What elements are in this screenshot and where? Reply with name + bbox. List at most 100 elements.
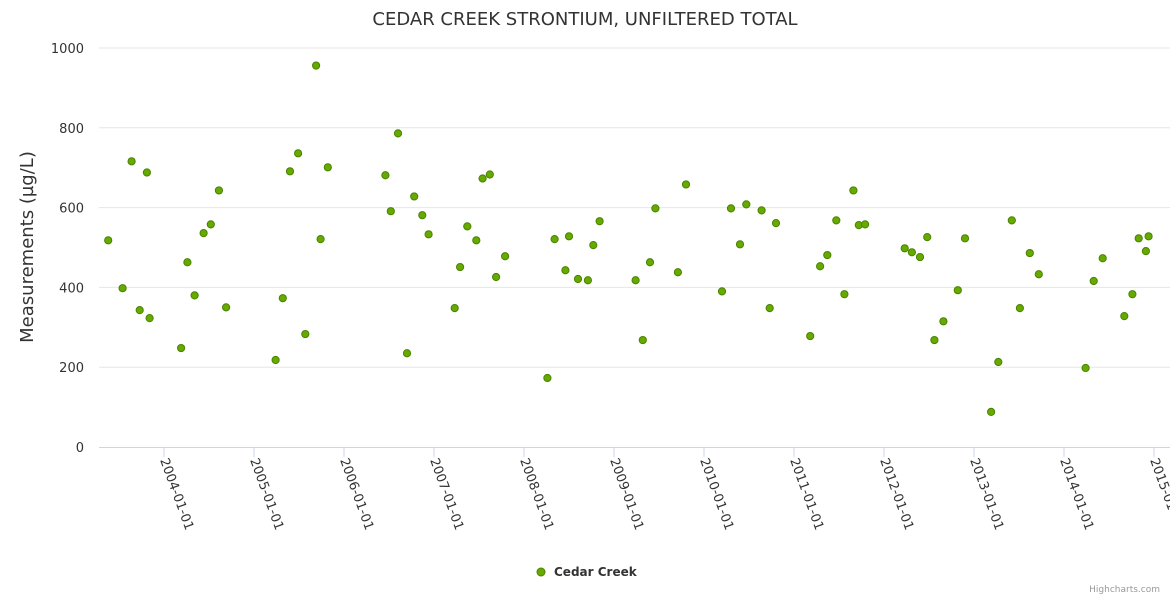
data-point[interactable] — [681, 180, 691, 189]
data-point[interactable] — [393, 129, 403, 138]
data-point[interactable] — [1098, 254, 1107, 263]
y-tick-label: 600 — [59, 202, 84, 217]
x-tick-label: 2012-01-01 — [876, 456, 916, 532]
data-point[interactable] — [939, 317, 948, 326]
data-point[interactable] — [381, 171, 390, 180]
data-point[interactable] — [771, 219, 781, 228]
data-point[interactable] — [953, 286, 962, 295]
data-point[interactable] — [816, 262, 825, 271]
data-point[interactable] — [142, 168, 151, 177]
data-point[interactable] — [987, 407, 996, 416]
data-point[interactable] — [312, 61, 321, 70]
data-point[interactable] — [1089, 276, 1098, 286]
data-point[interactable] — [271, 355, 280, 365]
data-point[interactable] — [960, 234, 970, 243]
data-point[interactable] — [410, 192, 419, 201]
data-point[interactable] — [1141, 246, 1151, 256]
data-point[interactable] — [561, 266, 570, 275]
data-point[interactable] — [994, 357, 1003, 367]
data-point[interactable] — [135, 306, 144, 315]
data-point[interactable] — [595, 217, 604, 226]
data-point[interactable] — [222, 303, 231, 312]
y-tick-label: 200 — [59, 361, 84, 376]
data-point[interactable] — [177, 343, 186, 353]
data-point[interactable] — [651, 204, 660, 213]
data-point[interactable] — [206, 220, 215, 229]
data-point[interactable] — [543, 373, 552, 383]
data-point[interactable] — [1144, 232, 1153, 241]
x-tick-label: 2008-01-01 — [516, 456, 556, 532]
data-point[interactable] — [386, 207, 395, 216]
data-point[interactable] — [1120, 312, 1129, 321]
data-point[interactable] — [402, 349, 412, 358]
data-point[interactable] — [127, 157, 136, 166]
data-point[interactable] — [418, 211, 427, 220]
data-point[interactable] — [673, 268, 683, 277]
data-point[interactable] — [199, 229, 208, 238]
data-point[interactable] — [631, 276, 640, 285]
data-point[interactable] — [190, 291, 199, 300]
data-point[interactable] — [742, 200, 751, 209]
data-point[interactable] — [726, 204, 736, 213]
data-point[interactable] — [823, 250, 832, 260]
data-point[interactable] — [285, 167, 295, 176]
data-point[interactable] — [806, 331, 815, 341]
data-point[interactable] — [323, 163, 332, 172]
data-point[interactable] — [316, 235, 325, 244]
data-point[interactable] — [589, 241, 598, 250]
data-point[interactable] — [145, 314, 154, 323]
data-point[interactable] — [861, 220, 870, 229]
data-point[interactable] — [907, 248, 917, 257]
data-point[interactable] — [923, 233, 932, 242]
data-point[interactable] — [765, 304, 774, 313]
legend[interactable]: Cedar Creek — [536, 565, 638, 579]
data-point[interactable] — [1134, 234, 1143, 243]
data-point[interactable] — [278, 294, 287, 303]
data-point[interactable] — [118, 284, 127, 293]
data-point[interactable] — [1015, 304, 1025, 313]
data-point[interactable] — [550, 235, 559, 244]
data-point[interactable] — [424, 230, 433, 239]
data-point[interactable] — [583, 276, 593, 285]
data-point[interactable] — [456, 262, 465, 272]
data-point[interactable] — [104, 236, 113, 245]
chart-title: CEDAR CREEK STRONTIUM, UNFILTERED TOTAL — [372, 9, 797, 30]
data-point[interactable] — [757, 206, 766, 215]
data-point[interactable] — [463, 222, 472, 231]
data-point[interactable] — [735, 240, 745, 249]
data-point[interactable] — [450, 304, 459, 313]
data-point[interactable] — [1025, 248, 1034, 258]
x-tick-label: 2015-01-01 — [1146, 456, 1170, 532]
data-point[interactable] — [717, 287, 727, 296]
data-point[interactable] — [840, 290, 849, 299]
data-point[interactable] — [849, 186, 858, 195]
data-point[interactable] — [1128, 290, 1137, 299]
data-point[interactable] — [1007, 216, 1016, 225]
data-point[interactable] — [301, 329, 310, 339]
data-point[interactable] — [1034, 270, 1043, 279]
credits-link[interactable]: Highcharts.com — [1089, 585, 1160, 595]
data-point[interactable] — [183, 258, 192, 267]
data-point[interactable] — [564, 232, 574, 241]
legend-item-cedar-creek[interactable]: Cedar Creek — [554, 565, 638, 579]
x-tick-label: 2014-01-01 — [1056, 456, 1096, 532]
data-point[interactable] — [832, 216, 841, 225]
data-point[interactable] — [485, 170, 494, 179]
data-point[interactable] — [214, 186, 223, 195]
data-point[interactable] — [930, 335, 939, 345]
data-point[interactable] — [900, 244, 909, 253]
data-point[interactable] — [645, 258, 655, 267]
data-point[interactable] — [915, 252, 925, 262]
data-point[interactable] — [294, 149, 303, 158]
data-point[interactable] — [501, 252, 510, 261]
data-point[interactable] — [638, 335, 647, 345]
data-point[interactable] — [478, 174, 487, 183]
y-tick-label: 0 — [76, 441, 84, 456]
x-tick-label: 2007-01-01 — [426, 456, 466, 532]
data-point[interactable] — [492, 272, 501, 282]
x-tick-label: 2004-01-01 — [156, 456, 196, 532]
data-point[interactable] — [472, 236, 481, 245]
data-point[interactable] — [573, 274, 583, 284]
data-point[interactable] — [1081, 363, 1090, 373]
